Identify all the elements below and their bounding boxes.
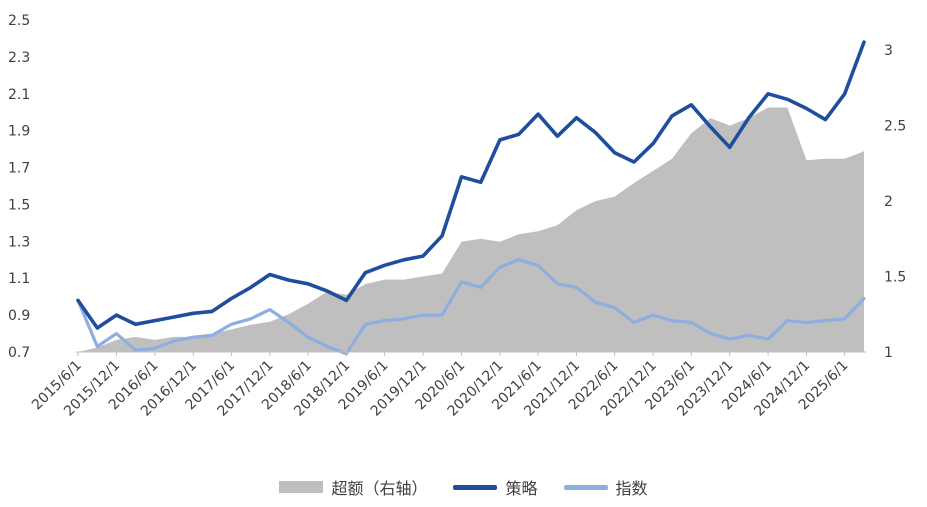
y-tick-label: 0.9: [8, 308, 30, 324]
line-layer: [76, 40, 866, 356]
legend-item-strategy: 策略: [453, 475, 538, 499]
y-tick-label: 1.3: [8, 234, 30, 250]
legend-label-index: 指数: [615, 479, 648, 498]
y2-tick-label: 1: [884, 345, 893, 361]
y-tick-label: 0.7: [8, 345, 30, 361]
y-tick-label: 1.5: [8, 197, 30, 213]
y-tick-label: 2.3: [8, 50, 30, 66]
series-area-excess: [78, 107, 864, 352]
series-line-strategy: [76, 40, 866, 330]
legend-swatch-index: [563, 484, 608, 490]
legend-item-index: 指数: [563, 475, 648, 499]
y-tick-label: 1.1: [8, 271, 30, 287]
legend-swatch-strategy: [453, 484, 498, 490]
y2-tick-label: 2: [884, 194, 893, 210]
y-tick-label: 1.9: [8, 124, 30, 140]
legend-label-excess: 超额（右轴）: [331, 479, 428, 498]
legend-swatch-excess: [279, 481, 324, 493]
y2-tick-label: 1.5: [884, 270, 906, 286]
series-line-index: [76, 258, 866, 356]
chart: 0.70.91.11.31.51.71.92.12.32.511.522.532…: [8, 13, 906, 420]
y2-tick-label: 2.5: [884, 119, 906, 135]
excess-area-layer: [78, 107, 864, 352]
legend: 超额（右轴） 策略 指数: [0, 472, 927, 502]
legend-item-excess: 超额（右轴）: [279, 475, 427, 499]
y2-tick-label: 3: [884, 43, 893, 59]
y-tick-label: 1.7: [8, 161, 30, 177]
y-tick-label: 2.5: [8, 13, 30, 29]
legend-label-strategy: 策略: [505, 479, 538, 498]
y-tick-label: 2.1: [8, 87, 30, 103]
